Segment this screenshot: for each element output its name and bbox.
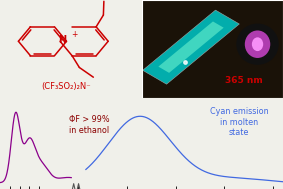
Text: (CF₃SO₂)₂N⁻: (CF₃SO₂)₂N⁻ xyxy=(42,82,91,91)
Ellipse shape xyxy=(245,30,270,58)
Polygon shape xyxy=(143,10,239,84)
Polygon shape xyxy=(158,22,224,73)
Text: Cyan emission
in molten
state: Cyan emission in molten state xyxy=(210,107,269,137)
Text: +: + xyxy=(71,30,78,39)
Text: ΦF > 99%
in ethanol: ΦF > 99% in ethanol xyxy=(69,115,110,135)
Ellipse shape xyxy=(236,24,279,65)
Text: 365 nm: 365 nm xyxy=(224,76,262,85)
Text: N: N xyxy=(58,35,66,45)
Ellipse shape xyxy=(252,37,263,51)
